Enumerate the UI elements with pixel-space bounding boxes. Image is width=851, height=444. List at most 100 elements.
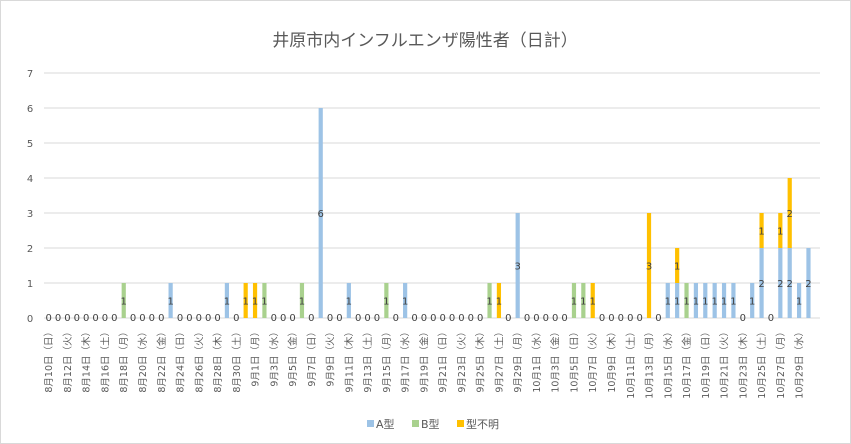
data-label: 1 xyxy=(224,297,230,308)
x-tick-label: 9月1日（月） xyxy=(250,327,262,387)
data-label: 1 xyxy=(252,297,258,308)
chart-title: 井原市内インフルエンザ陽性者（日計） xyxy=(272,31,578,51)
data-label: 0 xyxy=(655,313,661,324)
data-label: 2 xyxy=(805,279,811,290)
data-label: 3 xyxy=(646,262,652,273)
bar-segment-b xyxy=(684,283,689,318)
bar-segment-a xyxy=(346,283,351,318)
x-tick-label: 9月23日（火） xyxy=(456,327,468,393)
data-label: 2 xyxy=(787,279,793,290)
x-tick-label: 10月5日（日） xyxy=(568,327,580,393)
data-label: 1 xyxy=(242,297,248,308)
x-tick-label: 8月20日（水） xyxy=(137,327,149,393)
data-label: 0 xyxy=(205,313,211,324)
bar-segment-b xyxy=(571,283,577,318)
data-label: 0 xyxy=(561,313,567,324)
x-tick-label: 9月3日（水） xyxy=(268,327,280,387)
x-tick-label: 8月24日（日） xyxy=(175,327,187,393)
data-label: 0 xyxy=(336,313,342,324)
bar-segment-b xyxy=(299,283,305,318)
data-label: 2 xyxy=(758,279,764,290)
bar-segment-unknown xyxy=(675,248,680,283)
legend-swatch-b xyxy=(412,420,419,427)
data-label: 1 xyxy=(730,297,736,308)
bar-segment-unknown xyxy=(787,178,792,248)
data-label: 0 xyxy=(533,313,539,324)
data-label: 1 xyxy=(299,297,305,308)
bar-segment-unknown xyxy=(646,213,652,318)
bar-segment-unknown xyxy=(778,213,783,248)
data-label: 1 xyxy=(674,297,680,308)
data-label: 6 xyxy=(318,209,324,220)
x-tick-label: 8月12日（火） xyxy=(62,327,74,393)
data-label: 2 xyxy=(787,209,793,220)
data-label: 1 xyxy=(402,297,408,308)
x-tick-label: 9月17日（水） xyxy=(400,327,412,393)
x-tick-label: 9月9日（火） xyxy=(325,327,337,387)
x-tick-label: 10月27日（月） xyxy=(775,327,787,399)
bar-segment-a xyxy=(168,283,173,318)
data-label: 0 xyxy=(111,313,117,324)
data-label: 0 xyxy=(280,313,286,324)
data-label: 1 xyxy=(721,297,727,308)
x-tick-label: 8月28日（木） xyxy=(212,327,224,393)
data-label: 0 xyxy=(139,313,145,324)
x-tick-label: 10月25日（土） xyxy=(756,327,768,399)
x-tick-label: 10月11日（土） xyxy=(625,327,637,399)
x-tick-label: 8月14日（木） xyxy=(81,327,93,393)
data-label: 0 xyxy=(449,313,455,324)
x-tick-label: 10月15日（水） xyxy=(662,327,674,399)
data-label: 0 xyxy=(439,313,445,324)
data-label: 1 xyxy=(383,297,389,308)
data-label: 0 xyxy=(102,313,108,324)
y-tick-label: 2 xyxy=(27,244,33,255)
data-label: 1 xyxy=(758,227,764,238)
data-label: 1 xyxy=(121,297,127,308)
data-label: 0 xyxy=(627,313,633,324)
y-tick-label: 1 xyxy=(27,279,33,290)
data-label: 0 xyxy=(46,313,52,324)
bar-segment-unknown xyxy=(590,283,595,318)
x-tick-label: 9月7日（日） xyxy=(306,327,318,387)
bar-segment-unknown xyxy=(759,213,764,248)
bar-segment-a xyxy=(721,283,727,318)
x-tick-label: 10月29日（水） xyxy=(794,327,806,399)
x-tick-label: 8月22日（金） xyxy=(156,327,168,393)
data-label: 0 xyxy=(421,313,427,324)
bar-segment-a xyxy=(403,283,408,318)
x-tick-label: 10月9日（木） xyxy=(606,327,618,393)
bar-segment-a xyxy=(806,248,811,318)
data-label: 0 xyxy=(599,313,605,324)
data-label: 1 xyxy=(702,297,708,308)
data-label: 1 xyxy=(486,297,492,308)
data-label: 0 xyxy=(636,313,642,324)
data-label: 0 xyxy=(768,313,774,324)
data-label: 3 xyxy=(515,262,521,273)
data-label: 0 xyxy=(196,313,202,324)
bar-segment-a xyxy=(712,283,717,318)
legend-label: 型不明 xyxy=(466,417,499,431)
x-tick-label: 10月13日（月） xyxy=(644,327,656,399)
y-tick-label: 6 xyxy=(27,104,33,115)
data-label: 1 xyxy=(167,297,173,308)
data-label: 1 xyxy=(749,297,755,308)
data-label: 0 xyxy=(524,313,530,324)
legend-label: A型 xyxy=(376,417,395,431)
bar-segment-a xyxy=(731,283,736,318)
legend-label: B型 xyxy=(421,417,440,431)
data-label: 0 xyxy=(505,313,511,324)
data-label: 0 xyxy=(477,313,483,324)
data-label: 0 xyxy=(74,313,80,324)
data-label: 0 xyxy=(355,313,361,324)
y-tick-label: 3 xyxy=(27,209,33,220)
data-label: 0 xyxy=(271,313,277,324)
data-label: 0 xyxy=(186,313,192,324)
data-label: 1 xyxy=(683,297,689,308)
bar-segment-b xyxy=(581,283,586,318)
bar-segment-a xyxy=(515,213,520,318)
data-label: 0 xyxy=(149,313,155,324)
bar-segment-b xyxy=(262,283,267,318)
data-label: 0 xyxy=(468,313,474,324)
data-label: 0 xyxy=(740,313,746,324)
